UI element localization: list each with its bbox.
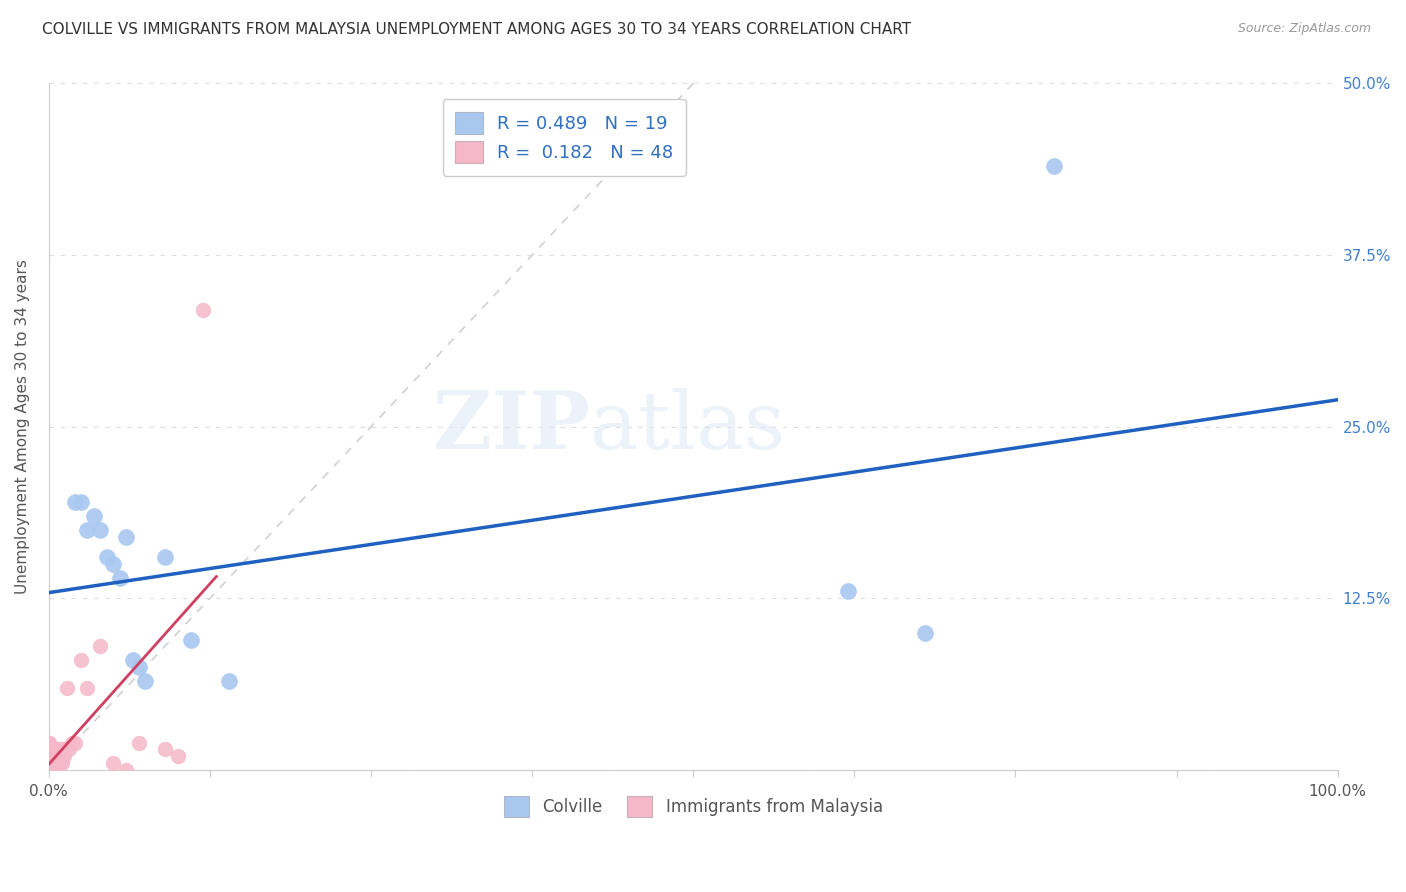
Point — [193, 303, 215, 318]
Point — [38, 735, 60, 749]
Text: Source: ZipAtlas.com: Source: ZipAtlas.com — [1237, 22, 1371, 36]
Point — [58, 742, 80, 756]
Point — [76, 523, 98, 537]
Point — [1043, 159, 1066, 173]
Point — [45, 756, 67, 771]
Point — [44, 742, 66, 756]
Point — [76, 681, 98, 695]
Point — [70, 653, 93, 667]
Point — [837, 584, 859, 599]
Text: atlas: atlas — [591, 388, 785, 466]
Point — [108, 571, 131, 585]
Point — [53, 749, 76, 764]
Point — [38, 749, 60, 764]
Legend: Colville, Immigrants from Malaysia: Colville, Immigrants from Malaysia — [496, 789, 890, 823]
Point — [49, 742, 72, 756]
Point — [115, 763, 138, 777]
Point — [38, 756, 60, 771]
Point — [41, 749, 63, 764]
Point — [42, 756, 65, 771]
Point — [48, 756, 70, 771]
Point — [53, 742, 76, 756]
Point — [96, 550, 118, 565]
Point — [46, 756, 69, 771]
Point — [128, 660, 150, 674]
Point — [41, 756, 63, 771]
Point — [63, 495, 86, 509]
Point — [218, 673, 240, 688]
Point — [41, 749, 63, 764]
Point — [45, 749, 67, 764]
Point — [38, 742, 60, 756]
Point — [38, 756, 60, 771]
Point — [134, 673, 156, 688]
Point — [121, 653, 143, 667]
Point — [42, 749, 65, 764]
Point — [48, 749, 70, 764]
Point — [914, 625, 936, 640]
Point — [70, 495, 93, 509]
Point — [103, 557, 125, 571]
Point — [51, 756, 73, 771]
Point — [60, 735, 83, 749]
Point — [166, 749, 188, 764]
Point — [38, 763, 60, 777]
Point — [46, 742, 69, 756]
Point — [38, 749, 60, 764]
Point — [103, 756, 125, 771]
Point — [83, 508, 105, 523]
Point — [44, 756, 66, 771]
Point — [38, 735, 60, 749]
Point — [38, 763, 60, 777]
Point — [63, 735, 86, 749]
Point — [153, 550, 176, 565]
Point — [128, 735, 150, 749]
Point — [38, 742, 60, 756]
Point — [49, 756, 72, 771]
Point — [51, 742, 73, 756]
Point — [89, 523, 111, 537]
Point — [44, 756, 66, 771]
Text: COLVILLE VS IMMIGRANTS FROM MALAYSIA UNEMPLOYMENT AMONG AGES 30 TO 34 YEARS CORR: COLVILLE VS IMMIGRANTS FROM MALAYSIA UNE… — [42, 22, 911, 37]
Point — [180, 632, 202, 647]
Text: ZIP: ZIP — [433, 388, 591, 466]
Point — [38, 749, 60, 764]
Point — [56, 681, 79, 695]
Point — [89, 640, 111, 654]
Point — [115, 530, 138, 544]
Point — [38, 763, 60, 777]
Point — [51, 749, 73, 764]
Point — [41, 756, 63, 771]
Point — [153, 742, 176, 756]
Y-axis label: Unemployment Among Ages 30 to 34 years: Unemployment Among Ages 30 to 34 years — [15, 260, 30, 594]
Point — [38, 756, 60, 771]
